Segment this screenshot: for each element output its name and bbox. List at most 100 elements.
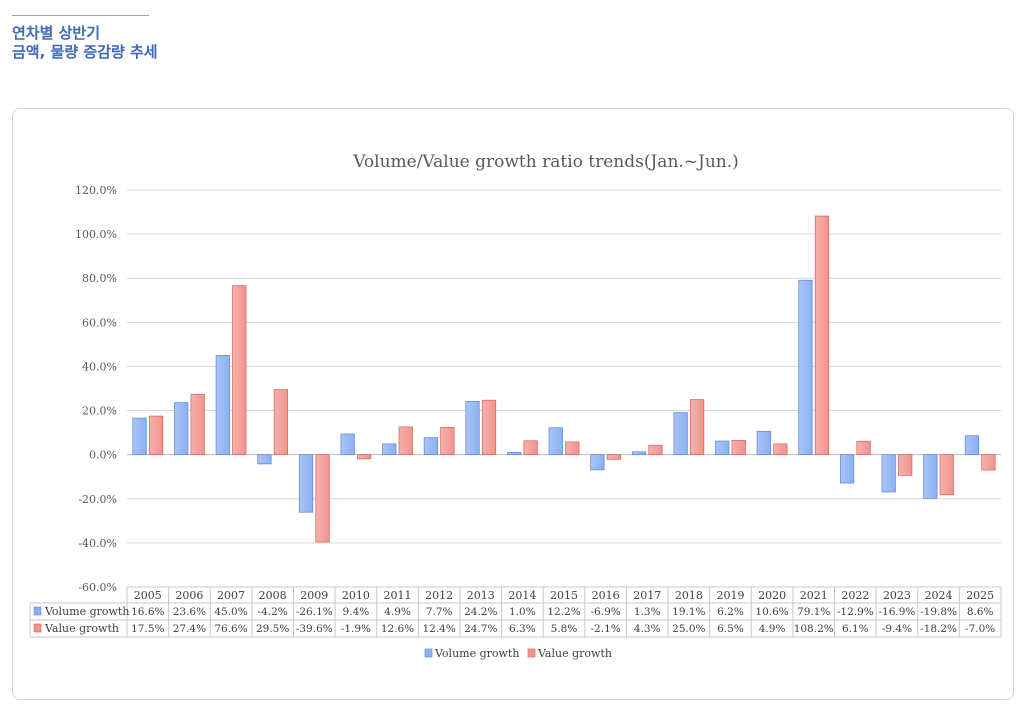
- x-tick-label: 2006: [175, 589, 203, 602]
- header-rule: [12, 15, 149, 16]
- x-tick-label: 2023: [883, 589, 911, 602]
- x-tick-label: 2025: [966, 589, 994, 602]
- volume-bar: [590, 454, 605, 471]
- data-label: 45.0%: [214, 606, 247, 618]
- data-label: 12.4%: [422, 623, 455, 635]
- legend-key-volume: [424, 648, 433, 658]
- table-series-name: Volume growth: [44, 605, 129, 618]
- data-label: -39.6%: [296, 623, 333, 635]
- x-tick-label: 2017: [633, 589, 661, 602]
- data-label: 23.6%: [173, 606, 206, 618]
- y-tick-label: 20.0%: [82, 405, 117, 418]
- data-label: -26.1%: [296, 606, 333, 618]
- data-label: 108.2%: [794, 623, 834, 635]
- value-bar: [856, 440, 871, 456]
- volume-bar: [465, 400, 480, 456]
- data-label: 9.4%: [343, 606, 370, 618]
- x-tick-label: 2021: [800, 589, 828, 602]
- x-tick-label: 2012: [425, 589, 453, 602]
- volume-bar: [964, 435, 980, 456]
- data-label: 4.9%: [759, 623, 786, 635]
- y-tick-label: 120.0%: [75, 184, 117, 197]
- value-bar: [190, 393, 205, 456]
- value-bar: [315, 454, 330, 543]
- page-title-line2: 금액, 물량 증감량 추세: [12, 43, 158, 61]
- value-bar: [148, 415, 164, 456]
- value-bar: [939, 454, 954, 496]
- y-tick-label: -40.0%: [78, 537, 117, 550]
- x-tick-label: 2005: [134, 589, 162, 602]
- volume-bar: [631, 451, 647, 456]
- data-label: 25.0%: [672, 623, 705, 635]
- volume-bar: [839, 454, 855, 484]
- value-bar: [731, 439, 746, 456]
- data-label: -19.8%: [920, 606, 957, 618]
- data-label: 6.5%: [717, 623, 744, 635]
- value-bar: [648, 444, 663, 456]
- data-label: 27.4%: [173, 623, 206, 635]
- value-bar: [357, 454, 372, 460]
- data-label: -1.9%: [341, 623, 371, 635]
- table-series-name: Value growth: [44, 622, 119, 635]
- value-bar: [232, 285, 247, 456]
- value-bar: [606, 454, 621, 460]
- value-bar: [981, 454, 996, 471]
- data-label: 19.1%: [672, 606, 705, 618]
- data-label: 1.0%: [509, 606, 536, 618]
- value-bar: [273, 389, 289, 456]
- x-tick-label: 2008: [259, 589, 287, 602]
- x-tick-label: 2009: [300, 589, 328, 602]
- volume-bar: [215, 355, 230, 456]
- data-label: -12.9%: [837, 606, 874, 618]
- y-tick-label: -20.0%: [78, 493, 117, 506]
- volume-bar: [673, 412, 688, 456]
- data-label: 24.2%: [464, 606, 497, 618]
- y-tick-label: 80.0%: [82, 272, 117, 285]
- data-label: -4.2%: [258, 606, 288, 618]
- data-label: 5.8%: [551, 623, 578, 635]
- volume-bar: [507, 452, 522, 456]
- x-tick-label: 2022: [841, 589, 869, 602]
- y-gridlines: [127, 189, 1001, 588]
- data-label: 4.9%: [384, 606, 411, 618]
- value-bar: [690, 399, 705, 456]
- page-title-line1: 연차별 상반기: [12, 24, 101, 42]
- y-tick-label: 0.0%: [89, 449, 117, 462]
- y-axis-labels: -60.0% -40.0% -20.0% 0.0% 20.0% 40.0% 60.0% 80.…: [75, 184, 117, 594]
- data-label: 16.6%: [131, 606, 164, 618]
- volume-bar: [132, 417, 147, 456]
- volume-bar: [298, 454, 314, 513]
- x-tick-label: 2014: [508, 589, 536, 602]
- value-bar: [814, 215, 830, 456]
- data-label: 76.6%: [214, 623, 247, 635]
- volume-bar: [548, 427, 563, 456]
- legend-key-value: [527, 648, 536, 658]
- x-tick-label: 2015: [550, 589, 578, 602]
- x-tick-label: 2019: [716, 589, 744, 602]
- x-tick-label: 2010: [342, 589, 370, 602]
- x-tick-label: 2024: [925, 589, 953, 602]
- x-tick-label: 2013: [467, 589, 495, 602]
- value-bar: [440, 426, 455, 456]
- table-key-value: [33, 623, 42, 633]
- table-key-volume: [33, 606, 42, 616]
- x-tick-label: 2020: [758, 589, 786, 602]
- y-tick-label: -60.0%: [78, 581, 117, 594]
- data-label: 7.7%: [426, 606, 453, 618]
- x-tick-label: 2007: [217, 589, 245, 602]
- data-label: 1.3%: [634, 606, 661, 618]
- data-label: 12.6%: [381, 623, 414, 635]
- data-label: -16.9%: [878, 606, 915, 618]
- volume-bar: [257, 454, 272, 465]
- volume-bar: [881, 454, 896, 493]
- value-bar: [773, 443, 788, 456]
- value-bar: [481, 399, 497, 456]
- data-label: 10.6%: [755, 606, 788, 618]
- data-label: -9.4%: [882, 623, 912, 635]
- volume-bar: [382, 443, 397, 456]
- data-label: 79.1%: [797, 606, 830, 618]
- y-tick-label: 40.0%: [82, 360, 117, 373]
- y-tick-label: 60.0%: [82, 316, 117, 329]
- value-bar: [565, 441, 580, 456]
